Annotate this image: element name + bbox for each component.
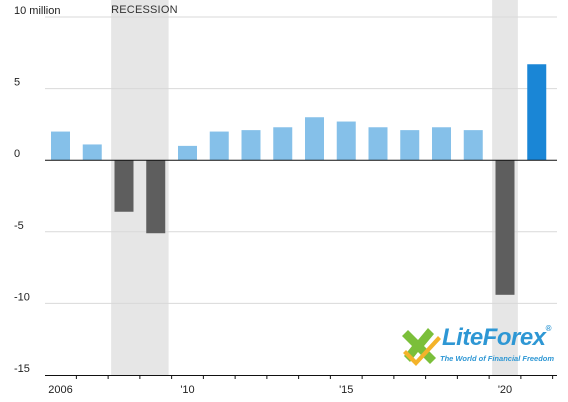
grid-layer bbox=[45, 16, 557, 304]
y-tick-label: 5 bbox=[14, 77, 20, 89]
logo-tagline: The World of Financial Freedom bbox=[440, 354, 555, 363]
y-tick-label: 10 million bbox=[14, 5, 60, 17]
bar bbox=[400, 130, 420, 161]
bar bbox=[305, 117, 324, 161]
bar bbox=[146, 160, 166, 234]
x-tick-label: 2006 bbox=[48, 384, 72, 396]
bar bbox=[336, 121, 356, 161]
bar bbox=[178, 145, 197, 161]
axis-layer: 10 million 5 0 -5 -10 -15 2006 '10 '15 '20 bbox=[14, 5, 557, 396]
y-tick-label: 0 bbox=[14, 148, 20, 160]
y-tick-label: -5 bbox=[14, 220, 24, 232]
bar bbox=[273, 127, 293, 161]
x-tick-label: '15 bbox=[339, 384, 353, 396]
y-tick-label: -10 bbox=[14, 291, 30, 303]
liteforex-mark-icon bbox=[402, 328, 441, 366]
bar bbox=[368, 127, 388, 161]
recession-shading-layer bbox=[111, 0, 518, 375]
bar bbox=[463, 130, 483, 161]
bar bbox=[241, 130, 261, 161]
x-tick-label: '20 bbox=[498, 384, 512, 396]
bar bbox=[51, 131, 70, 161]
liteforex-logo: LiteForex® The World of Financial Freedo… bbox=[402, 320, 560, 372]
bar bbox=[432, 127, 451, 161]
bar bbox=[114, 160, 134, 212]
x-tick-label: '10 bbox=[180, 384, 194, 396]
bar bbox=[495, 160, 515, 295]
bars-layer bbox=[51, 64, 547, 295]
logo-name: LiteForex® bbox=[442, 324, 551, 351]
y-tick-label: -15 bbox=[14, 363, 30, 375]
bar bbox=[82, 144, 102, 161]
recession-label: RECESSION bbox=[111, 4, 178, 16]
bar bbox=[209, 131, 229, 161]
bar bbox=[527, 64, 547, 161]
